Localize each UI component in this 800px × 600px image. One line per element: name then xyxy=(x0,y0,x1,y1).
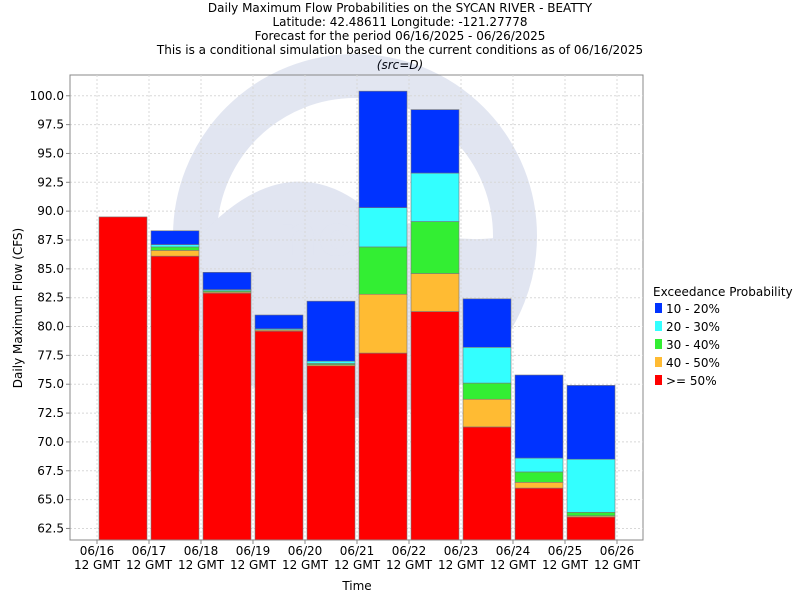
x-tick-label-time: 12 GMT xyxy=(282,558,329,572)
bar-segment xyxy=(254,314,304,330)
legend-label: 30 - 40% xyxy=(666,338,720,352)
bar-segment xyxy=(462,382,512,400)
bar-segment xyxy=(410,273,460,312)
x-tick-label-date: 06/17 xyxy=(132,544,167,558)
bar-segment xyxy=(514,482,564,489)
bar-segment xyxy=(410,311,460,541)
legend-label: >= 50% xyxy=(666,374,717,388)
x-tick-label-date: 06/22 xyxy=(392,544,427,558)
bar-segment xyxy=(202,272,252,290)
chart-title: Daily Maximum Flow Probabilities on the … xyxy=(207,1,593,15)
bar-segment xyxy=(306,365,356,541)
legend-label: 20 - 30% xyxy=(666,320,720,334)
chart-subtitle-location: Latitude: 42.48611 Longitude: -121.27778 xyxy=(272,15,528,29)
x-tick-label-date: 06/18 xyxy=(184,544,219,558)
bar-segment xyxy=(514,471,564,483)
bar-segment xyxy=(514,457,564,473)
bar-segment xyxy=(358,352,408,541)
bar-segment xyxy=(462,398,512,428)
y-tick-label: 87.5 xyxy=(37,233,64,247)
y-tick-label: 97.5 xyxy=(37,118,64,132)
bar-segment xyxy=(462,426,512,541)
bar-segment xyxy=(462,347,512,384)
x-tick-label-time: 12 GMT xyxy=(490,558,537,572)
bar-segment xyxy=(358,207,408,248)
y-tick-label: 95.0 xyxy=(37,146,64,160)
bar-segment xyxy=(462,298,512,348)
x-tick-label-time: 12 GMT xyxy=(542,558,589,572)
y-tick-label: 92.5 xyxy=(37,175,64,189)
y-tick-label: 80.0 xyxy=(37,320,64,334)
legend-swatch xyxy=(655,321,662,331)
chart-subtitle-conditions: This is a conditional simulation based o… xyxy=(156,43,644,57)
bar-segment xyxy=(306,360,356,364)
x-tick-label-date: 06/19 xyxy=(236,544,271,558)
bar-segment xyxy=(150,255,200,541)
y-tick-label: 100.0 xyxy=(30,89,64,103)
bar-segment xyxy=(306,300,356,362)
x-tick-label-time: 12 GMT xyxy=(594,558,641,572)
bar-segment xyxy=(566,512,616,517)
y-tick-label: 62.5 xyxy=(37,521,64,535)
y-tick-label: 75.0 xyxy=(37,377,64,391)
x-tick-label-date: 06/21 xyxy=(340,544,375,558)
legend-swatch xyxy=(655,357,662,367)
x-tick-label-time: 12 GMT xyxy=(334,558,381,572)
x-axis-label: Time xyxy=(341,579,371,593)
bar-segment xyxy=(150,230,200,245)
bar-segment xyxy=(202,292,252,541)
x-tick-label-date: 06/23 xyxy=(444,544,479,558)
chart-subtitle-source: (src=D) xyxy=(376,58,424,72)
x-tick-label-date: 06/26 xyxy=(600,544,635,558)
bar-segment xyxy=(98,216,148,541)
x-tick-label-date: 06/16 xyxy=(80,544,115,558)
legend-title: Exceedance Probability xyxy=(653,285,793,299)
chart-subtitle-period: Forecast for the period 06/16/2025 - 06/… xyxy=(254,29,546,43)
bar-segment xyxy=(254,330,304,541)
bar-segment xyxy=(566,516,616,541)
bar-segment xyxy=(150,250,200,257)
legend-swatch xyxy=(655,339,662,349)
x-tick-label-time: 12 GMT xyxy=(126,558,173,572)
bar-segment xyxy=(410,109,460,174)
y-tick-label: 67.5 xyxy=(37,464,64,478)
bar-segment xyxy=(410,221,460,274)
bar-segment xyxy=(150,246,200,251)
bar-segment xyxy=(514,374,564,459)
legend-swatch xyxy=(655,303,662,313)
legend-label: 10 - 20% xyxy=(666,302,720,316)
x-tick-label-time: 12 GMT xyxy=(178,558,225,572)
bar-segment xyxy=(358,90,408,208)
y-tick-label: 90.0 xyxy=(37,204,64,218)
bar-segment xyxy=(566,458,616,513)
x-tick-label-date: 06/20 xyxy=(288,544,323,558)
legend: Exceedance Probability 10 - 20% 20 - 30% 30… xyxy=(653,285,793,388)
y-tick-label: 77.5 xyxy=(37,348,64,362)
x-tick-label-time: 12 GMT xyxy=(74,558,121,572)
bar-segment xyxy=(566,385,616,460)
x-tick-label-time: 12 GMT xyxy=(438,558,485,572)
bar-segment xyxy=(358,293,408,354)
x-tick-label-time: 12 GMT xyxy=(386,558,433,572)
x-tick-label-time: 12 GMT xyxy=(230,558,277,572)
y-tick-label: 65.0 xyxy=(37,493,64,507)
legend-swatch xyxy=(655,375,662,385)
bar-segment xyxy=(514,487,564,541)
bar-segment xyxy=(358,246,408,295)
legend-label: 40 - 50% xyxy=(666,356,720,370)
y-tick-label: 82.5 xyxy=(37,291,64,305)
y-tick-label: 85.0 xyxy=(37,262,64,276)
y-axis: 62.5 65.0 67.5 70.0 72.5 75.0 77.5 80.0 82.5 85.0… xyxy=(30,75,71,540)
bar-segment xyxy=(150,244,200,248)
x-tick-label-date: 06/25 xyxy=(548,544,583,558)
x-tick-label-date: 06/24 xyxy=(496,544,531,558)
bar-segment xyxy=(410,172,460,222)
bars xyxy=(98,90,616,541)
y-axis-label: Daily Maximum Flow (CFS) xyxy=(11,228,25,388)
y-tick-label: 70.0 xyxy=(37,435,64,449)
y-tick-label: 72.5 xyxy=(37,406,64,420)
